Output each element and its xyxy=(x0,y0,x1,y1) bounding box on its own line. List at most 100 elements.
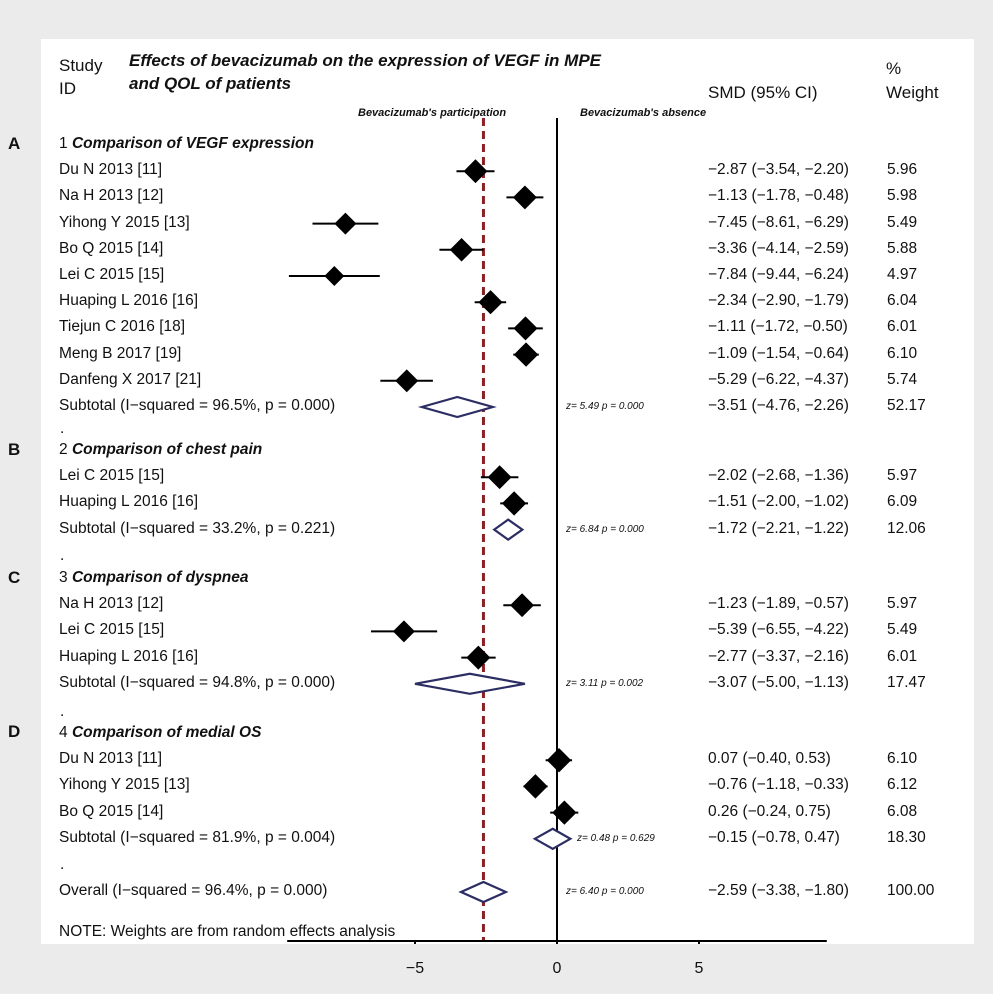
panel-letter-a: A xyxy=(8,134,21,153)
study-effect-marker xyxy=(478,290,503,315)
study-ci: −1.23 (−1.89, −0.57) xyxy=(708,595,849,613)
study-label: Bo Q 2015 [14] xyxy=(59,239,164,257)
study-ci: −2.34 (−2.90, −1.79) xyxy=(708,292,849,310)
panel-letter-c: C xyxy=(8,568,21,587)
subtotal-ci: −1.72 (−2.21, −1.22) xyxy=(708,519,849,537)
study-weight: 6.04 xyxy=(887,292,918,310)
study-weight: 6.08 xyxy=(887,802,918,820)
subtotal-label: Subtotal (I−squared = 94.8%, p = 0.000) xyxy=(59,673,336,691)
subtotal-ci: −3.07 (−5.00, −1.13) xyxy=(708,673,849,691)
right-region-label: Bevacizumab's absence xyxy=(580,107,707,119)
study-ci: −3.36 (−4.14, −2.59) xyxy=(708,239,849,257)
group-name: Comparison of dyspnea xyxy=(71,569,249,586)
overall-ci: −2.59 (−3.38, −1.80) xyxy=(708,882,849,899)
subtotal-label: Subtotal (I−squared = 96.5%, p = 0.000) xyxy=(59,397,336,414)
spacer-dot: . xyxy=(60,856,65,873)
x-tick-label: 5 xyxy=(694,960,704,977)
study-ci: −7.45 (−8.61, −6.29) xyxy=(708,213,849,231)
chart-title-line1: Effects of bevacizumab on the expression… xyxy=(129,51,602,70)
study-effect-marker xyxy=(513,342,539,367)
spacer-dot: . xyxy=(60,420,65,437)
subtotal-weight: 12.06 xyxy=(887,519,926,537)
x-tick-label: 0 xyxy=(552,960,562,977)
group-number: 1 xyxy=(59,135,72,152)
study-label: Lei C 2015 [15] xyxy=(59,467,165,485)
subtotal-weight: 17.47 xyxy=(887,673,926,691)
study-weight: 5.88 xyxy=(887,239,918,257)
panel-letter-b: B xyxy=(8,440,21,459)
spacer-dot: . xyxy=(60,703,65,720)
subtotal-diamond xyxy=(417,395,497,419)
study-effect-marker xyxy=(392,620,415,643)
subtotal-z-stat: z= 3.11 p = 0.002 xyxy=(566,677,644,689)
study-label: Huaping L 2016 [16] xyxy=(59,292,199,310)
group-heading: 3 Comparison of dyspnea xyxy=(59,569,249,587)
study-ci: −0.76 (−1.18, −0.33) xyxy=(708,776,849,794)
study-label: Meng B 2017 [19] xyxy=(59,344,182,362)
subtotal-ci: −0.15 (−0.78, 0.47) xyxy=(708,828,840,846)
study-weight: 5.74 xyxy=(887,370,918,388)
study-label: Danfeng X 2017 [21] xyxy=(59,370,202,388)
overall-z-stat: z= 6.40 p = 0.000 xyxy=(566,886,644,897)
study-effect-marker xyxy=(523,774,548,799)
study-label: Du N 2013 [11] xyxy=(59,161,163,179)
study-label: Bo Q 2015 [14] xyxy=(59,802,164,820)
weight-header-line1: % xyxy=(886,59,902,78)
chart-title-line2: and QOL of patients xyxy=(129,74,292,93)
study-label: Yihong Y 2015 [13] xyxy=(59,213,190,231)
group-number: 4 xyxy=(59,724,72,741)
left-region-label: Bevacizumab's participation xyxy=(358,107,507,119)
study-effect-marker xyxy=(334,212,357,235)
study-ci: −2.87 (−3.54, −2.20) xyxy=(708,161,849,179)
study-label: Lei C 2015 [15] xyxy=(59,621,165,639)
group-heading: 2 Comparison of chest pain xyxy=(59,441,262,459)
study-label: Tiejun C 2016 [18] xyxy=(59,318,186,336)
study-label: Huaping L 2016 [16] xyxy=(59,493,199,511)
subtotal-z-stat: z= 0.48 p = 0.629 xyxy=(577,832,655,844)
subtotal-z-stat: z= 6.84 p = 0.000 xyxy=(566,523,644,535)
weights-note: NOTE: Weights are from random effects an… xyxy=(59,923,396,940)
study-label: Du N 2013 [11] xyxy=(59,750,163,768)
study-ci: −1.13 (−1.78, −0.48) xyxy=(708,187,849,205)
study-label: Huaping L 2016 [16] xyxy=(59,647,199,665)
group-heading: 1 Comparison of VEGF expression xyxy=(59,135,314,153)
study-label: Na H 2013 [12] xyxy=(59,187,164,205)
subtotal-diamond xyxy=(532,827,573,851)
study-weight: 6.10 xyxy=(887,344,918,362)
forest-plot-panel: Study ID Effects of bevacizumab on the e… xyxy=(41,39,974,977)
group-name: Comparison of VEGF expression xyxy=(71,135,314,152)
study-weight: 6.12 xyxy=(887,776,918,794)
study-ci: −1.51 (−2.00, −1.02) xyxy=(708,493,849,511)
group-name: Comparison of medial OS xyxy=(71,724,262,741)
study-label: Yihong Y 2015 [13] xyxy=(59,776,190,794)
study-effect-marker xyxy=(546,748,572,773)
study-weight: 6.09 xyxy=(887,493,918,511)
study-ci: 0.26 (−0.24, 0.75) xyxy=(708,802,831,820)
study-effect-marker xyxy=(510,593,535,618)
subtotal-z-stat: z= 5.49 p = 0.000 xyxy=(566,401,644,412)
spacer-dot: . xyxy=(60,547,65,564)
subtotal-diamond xyxy=(492,518,525,541)
weight-header-line2: Weight xyxy=(886,83,939,102)
study-ci: −7.84 (−9.44, −6.24) xyxy=(708,266,849,283)
study-ci: −5.39 (−6.55, −4.22) xyxy=(708,621,849,639)
study-effect-marker xyxy=(487,465,512,490)
study-weight: 5.98 xyxy=(887,187,918,205)
forest-plot-svg xyxy=(287,118,827,944)
subtotal-diamond xyxy=(414,672,526,695)
subtotal-label: Subtotal (I−squared = 81.9%, p = 0.004) xyxy=(59,828,336,846)
study-ci: −2.02 (−2.68, −1.36) xyxy=(708,467,849,485)
subtotal-weight: 52.17 xyxy=(887,397,926,414)
study-weight: 5.97 xyxy=(887,595,918,613)
study-effect-marker xyxy=(324,266,345,286)
overall-diamond xyxy=(458,880,509,904)
study-label: Na H 2013 [12] xyxy=(59,595,164,613)
subtotal-weight: 18.30 xyxy=(887,828,926,846)
x-tick-label: −5 xyxy=(405,960,425,977)
study-effect-marker xyxy=(512,185,537,210)
study-ci: 0.07 (−0.40, 0.53) xyxy=(708,750,831,768)
subtotal-ci: −3.51 (−4.76, −2.26) xyxy=(708,397,849,414)
study-weight: 5.96 xyxy=(887,161,918,179)
study-ci: −2.77 (−3.37, −2.16) xyxy=(708,647,849,665)
study-weight: 5.49 xyxy=(887,621,918,639)
